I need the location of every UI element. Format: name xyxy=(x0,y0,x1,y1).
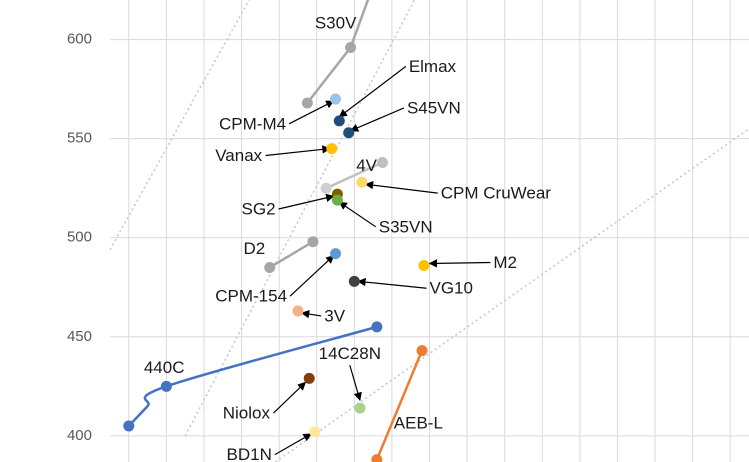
annotation-arrow-cpm-cruwear xyxy=(364,181,438,194)
label-m2: M2 xyxy=(493,253,517,272)
data-point-vanax xyxy=(326,143,338,155)
diagonal-guide xyxy=(184,0,416,437)
label-sg2: SG2 xyxy=(242,199,276,218)
annotation-arrow-bd1n xyxy=(274,433,312,456)
label-cpm-154: CPM-154 xyxy=(215,287,287,306)
data-point-aeb-l xyxy=(371,454,383,462)
data-point-bd1n xyxy=(309,426,321,438)
annotation-arrow-s45vn xyxy=(349,107,405,132)
annotation-arrow-cpm-m4 xyxy=(288,100,335,125)
data-point-4v xyxy=(320,182,332,194)
label-vg10: VG10 xyxy=(430,279,473,298)
series-line-440c xyxy=(127,325,379,428)
label-niolox: Niolox xyxy=(223,404,271,423)
data-points xyxy=(123,42,430,462)
y-axis-ticks: 400 450 500 550 600 xyxy=(67,31,92,444)
label-d2: D2 xyxy=(243,239,265,258)
annotation-arrow-sg2 xyxy=(278,193,335,210)
data-point-440c xyxy=(371,321,383,333)
data-point-3v xyxy=(292,305,304,317)
data-point-m2 xyxy=(418,259,430,271)
diagonal-guide xyxy=(274,128,749,462)
data-point-cpm-m4 xyxy=(330,93,342,105)
label-aeb-l: AEB-L xyxy=(394,413,443,432)
label-3v: 3V xyxy=(324,306,345,325)
label-14c28n: 14C28N xyxy=(319,344,381,363)
data-point-aeb-l xyxy=(416,345,428,357)
y-tick-label: 550 xyxy=(67,130,92,147)
data-point-4v xyxy=(377,156,389,168)
data-point-cpm-154 xyxy=(330,248,342,260)
data-point-d2 xyxy=(264,261,276,273)
series-line-4v xyxy=(324,161,384,190)
y-tick-label: 600 xyxy=(67,31,92,48)
data-point-s30v xyxy=(345,42,357,54)
annotation-arrow-14c28n xyxy=(349,364,362,401)
annotation-arrow-vg10 xyxy=(357,277,427,289)
y-tick-label: 500 xyxy=(67,229,92,246)
annotation-arrow-m2 xyxy=(428,259,491,268)
label-s30v: S30V xyxy=(315,13,357,32)
label-s45vn: S45VN xyxy=(407,98,461,117)
label-440c: 440C xyxy=(144,358,185,377)
label-elmax: Elmax xyxy=(409,57,457,76)
data-point-niolox xyxy=(303,372,315,384)
y-tick-label: 450 xyxy=(67,328,92,345)
data-point-s45vn xyxy=(343,127,355,139)
annotation-arrow-vanax xyxy=(265,145,331,157)
data-point-cpm-cruwear xyxy=(356,176,368,188)
data-point-440c xyxy=(160,380,172,392)
label-cpm-cruwear: CPM CruWear xyxy=(441,184,552,203)
data-point-d2 xyxy=(307,236,319,248)
data-point-s35vn xyxy=(331,194,343,206)
data-point-s30v xyxy=(301,97,313,109)
annotation-arrow-niolox xyxy=(273,381,307,414)
data-point-440c xyxy=(123,420,135,432)
series-line-aeb-l xyxy=(374,349,424,462)
label-s35vn: S35VN xyxy=(379,217,433,236)
label-vanax: Vanax xyxy=(215,146,262,165)
annotation-arrow-s35vn xyxy=(338,201,377,228)
label-4v: 4V xyxy=(356,156,377,175)
annotation-arrows xyxy=(265,65,491,456)
data-point-elmax xyxy=(333,115,345,127)
annotation-arrow-elmax xyxy=(338,65,407,118)
data-point-14c28n xyxy=(354,402,366,414)
y-tick-label: 400 xyxy=(67,427,92,444)
label-bd1n: BD1N xyxy=(227,445,272,462)
gridlines xyxy=(110,0,749,462)
data-point-vg10 xyxy=(348,275,360,287)
diagonal-guides xyxy=(109,0,749,462)
series-line-d2 xyxy=(268,240,315,269)
annotation-arrow-cpm-154 xyxy=(289,254,335,297)
annotation-arrow-3v xyxy=(300,309,322,319)
point-labels: S30V Elmax S45VN CPM-M4 Vanax 4V CPM CruWear SG… xyxy=(144,13,551,462)
label-cpm-m4: CPM-M4 xyxy=(219,114,286,133)
